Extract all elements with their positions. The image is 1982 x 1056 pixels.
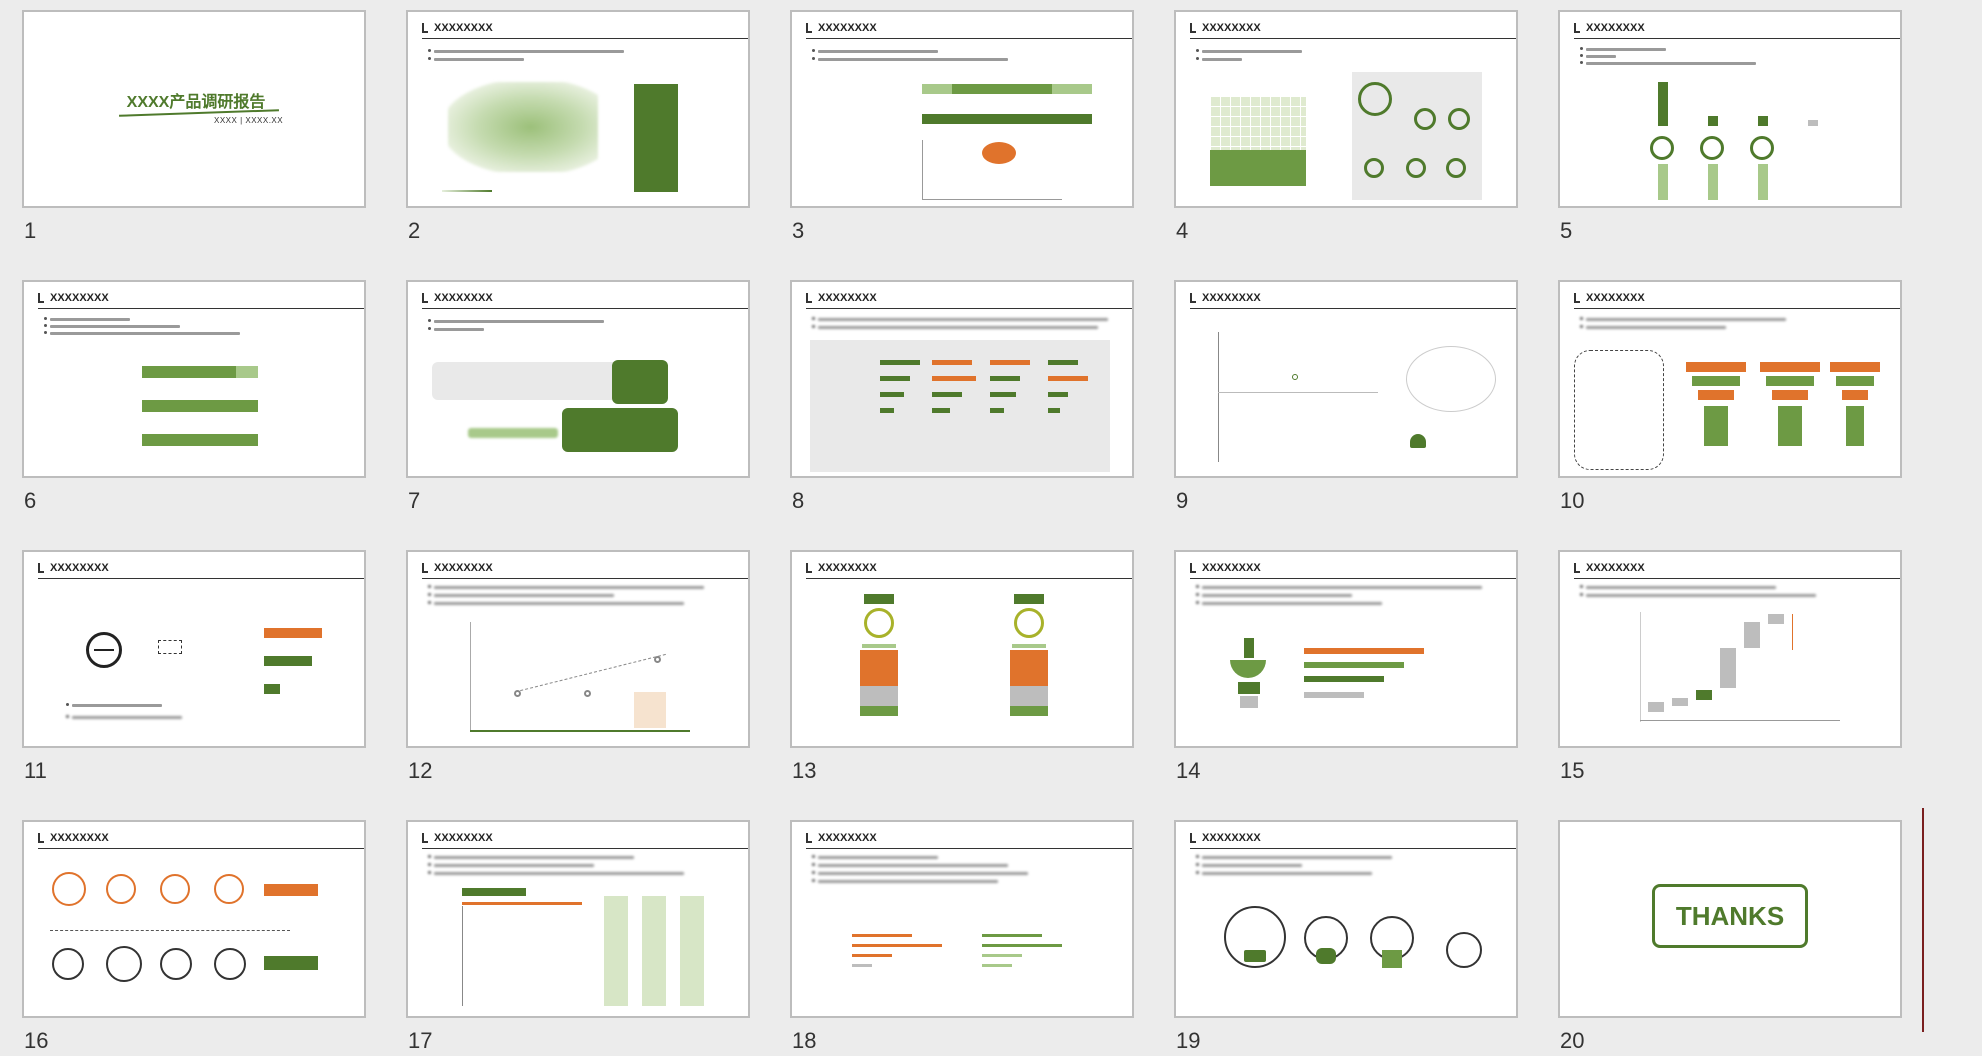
slide-canvas: XXXXXXXX	[406, 280, 750, 478]
slide-canvas: XXXXXXXX	[790, 820, 1134, 1018]
slide-canvas: XXXXXXXX	[790, 550, 1134, 748]
slide-title: XXXXXXXX	[434, 292, 493, 304]
slide-canvas: XXXXXXXX	[406, 820, 750, 1018]
slide-title: XXXXXXXX	[50, 292, 109, 304]
slide-header: XXXXXXXX	[806, 560, 1132, 579]
slide-number: 3	[792, 218, 805, 243]
slide-header: XXXXXXXX	[806, 290, 1132, 309]
slide-number: 5	[1560, 218, 1573, 243]
slide-header: XXXXXXXX	[1574, 560, 1900, 579]
slide-header: XXXXXXXX	[806, 20, 1132, 39]
slide-subtitle: XXXX | XXXX.XX	[214, 116, 284, 125]
slide-header: XXXXXXXX	[1190, 290, 1516, 309]
slide-header: XXXXXXXX	[38, 830, 364, 849]
slide-header: XXXXXXXX	[1190, 560, 1516, 579]
slide-title: XXXXXXXX	[50, 832, 109, 844]
slide-number: 1	[24, 218, 37, 243]
map-graphic	[448, 82, 598, 172]
legend-panel	[634, 84, 678, 192]
slide-number: 17	[408, 1028, 433, 1053]
insertion-marker	[1922, 808, 1924, 1032]
slide-title: XXXXXXXX	[434, 22, 493, 34]
slide-canvas: XXXXXXXX	[22, 550, 366, 748]
slide-title: XXXXXXXX	[1202, 832, 1261, 844]
thanks-text: THANKS	[1652, 884, 1808, 948]
slide-title: XXXXXXXX	[1202, 292, 1261, 304]
slide-canvas: XXXXXXXX	[790, 280, 1134, 478]
slide-title: XXXXXXXX	[1202, 562, 1261, 574]
slide-canvas: XXXXXXXX	[1174, 550, 1518, 748]
slide-number: 11	[24, 758, 47, 783]
slide-header: XXXXXXXX	[1190, 830, 1516, 849]
slide-number: 20	[1560, 1028, 1585, 1053]
slide-title: XXXXXXXX	[1202, 22, 1261, 34]
slide-title: XXXXXXXX	[818, 832, 877, 844]
slide-title: XXXXXXXX	[818, 292, 877, 304]
slide-header: XXXXXXXX	[422, 830, 748, 849]
slide-canvas: XXXXXXXX	[406, 550, 750, 748]
slide-number: 19	[1176, 1028, 1201, 1053]
slide-title: XXXXXXXX	[818, 562, 877, 574]
slide-header: XXXXXXXX	[38, 560, 364, 579]
slide-title: XXXXXXXX	[1586, 562, 1645, 574]
slide-title: XXXXXXXX	[1586, 22, 1645, 34]
slide-canvas: XXXXXXXX	[1558, 280, 1902, 478]
slide-number: 13	[792, 758, 817, 783]
slide-canvas: XXXXXXXX	[1558, 550, 1902, 748]
slide-number: 14	[1176, 758, 1201, 783]
slide-canvas: XXXXXXXX	[22, 820, 366, 1018]
slide-header: XXXXXXXX	[422, 290, 748, 309]
slide-number: 7	[408, 488, 421, 513]
slide-canvas: XXXXXXXX	[1558, 10, 1902, 208]
slide-canvas: XXXXXXXX	[22, 280, 366, 478]
slide-header: XXXXXXXX	[1190, 20, 1516, 39]
slide-number: 10	[1560, 488, 1585, 513]
slide-title: XXXX产品调研报告	[126, 94, 266, 111]
slide-canvas: THANKS	[1558, 820, 1902, 1018]
slide-number: 15	[1560, 758, 1585, 783]
slide-canvas: XXXXXXXX	[406, 10, 750, 208]
slide-header: XXXXXXXX	[422, 20, 748, 39]
slide-canvas: XXXX产品调研报告 XXXX | XXXX.XX	[22, 10, 366, 208]
slide-number: 9	[1176, 488, 1189, 513]
slide-number: 4	[1176, 218, 1189, 243]
slide-canvas: XXXXXXXX	[1174, 820, 1518, 1018]
slide-title: XXXXXXXX	[1586, 292, 1645, 304]
slide-number: 18	[792, 1028, 817, 1053]
slide-header: XXXXXXXX	[1574, 20, 1900, 39]
slide-title: XXXXXXXX	[434, 562, 493, 574]
slide-number: 16	[24, 1028, 49, 1053]
slide-header: XXXXXXXX	[1574, 290, 1900, 309]
slide-number: 12	[408, 758, 433, 783]
slide-header: XXXXXXXX	[422, 560, 748, 579]
slide-title: XXXXXXXX	[50, 562, 109, 574]
slide-canvas: XXXXXXXX	[790, 10, 1134, 208]
slide-number: 2	[408, 218, 421, 243]
slide-header: XXXXXXXX	[806, 830, 1132, 849]
slide-number: 6	[24, 488, 37, 513]
slide-number: 8	[792, 488, 805, 513]
slide-title: XXXXXXXX	[818, 22, 877, 34]
slide-canvas: XXXXXXXX	[1174, 10, 1518, 208]
slide-header: XXXXXXXX	[38, 290, 364, 309]
slide-canvas: XXXXXXXX	[1174, 280, 1518, 478]
slide-title: XXXXXXXX	[434, 832, 493, 844]
